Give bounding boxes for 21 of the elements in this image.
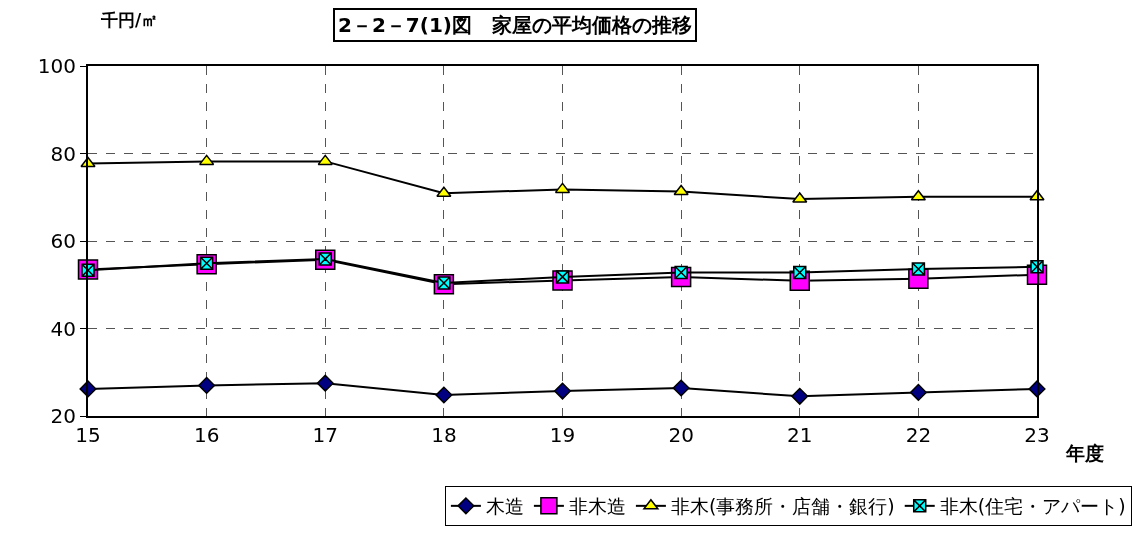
x-tick-label: 17 xyxy=(312,423,338,447)
x-tick-label: 15 xyxy=(75,423,101,447)
x-tick-label: 23 xyxy=(1024,423,1050,447)
x-tick-label: 18 xyxy=(431,423,457,447)
chart-title: 2－2－7(1)図 家屋の平均価格の推移 xyxy=(338,13,692,37)
y-tick-label: 20 xyxy=(50,404,76,428)
y-axis-title: 千円/㎡ xyxy=(100,10,159,30)
y-tick-label: 60 xyxy=(50,229,76,253)
legend-label: 非木(事務所・店舗・銀行) xyxy=(670,495,895,518)
x-tick-label: 21 xyxy=(787,423,813,447)
x-tick-label: 19 xyxy=(549,423,576,447)
y-tick-label: 80 xyxy=(50,141,76,166)
y-tick-label: 100 xyxy=(37,54,76,78)
y-tick-label: 40 xyxy=(50,316,76,341)
legend-label: 非木(住宅・アパート) xyxy=(939,495,1126,518)
x-tick-label: 16 xyxy=(193,423,220,447)
legend-label: 非木造 xyxy=(568,495,626,518)
legend-label: 木造 xyxy=(485,495,524,518)
x-axis-title: 年度 xyxy=(1065,442,1104,464)
x-tick-label: 22 xyxy=(905,423,932,447)
x-tick-label: 20 xyxy=(668,423,694,447)
